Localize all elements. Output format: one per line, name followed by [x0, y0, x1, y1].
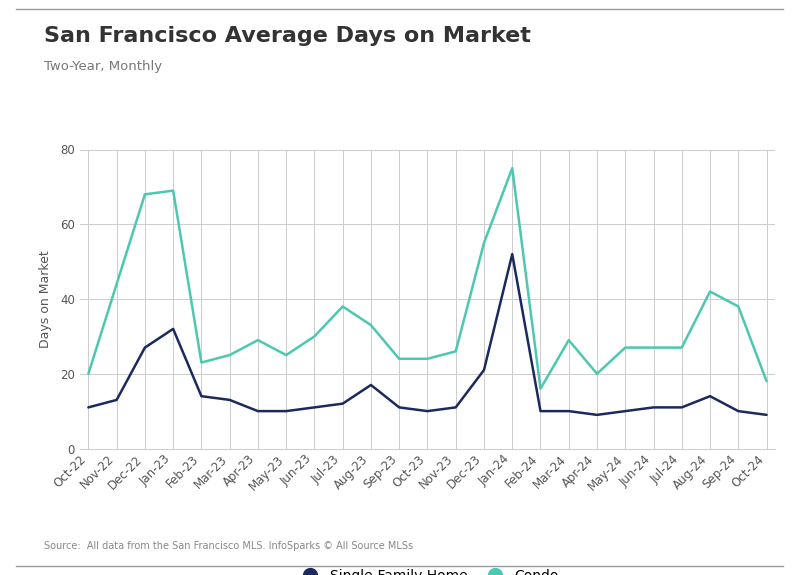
Text: Two-Year, Monthly: Two-Year, Monthly [44, 60, 162, 74]
Text: San Francisco Average Days on Market: San Francisco Average Days on Market [44, 26, 531, 46]
Text: Source:  All data from the San Francisco MLS. InfoSparks © All Source MLSs: Source: All data from the San Francisco … [44, 541, 413, 551]
Legend: Single-Family Home, Condo: Single-Family Home, Condo [296, 569, 559, 575]
Y-axis label: Days on Market: Days on Market [39, 250, 52, 348]
